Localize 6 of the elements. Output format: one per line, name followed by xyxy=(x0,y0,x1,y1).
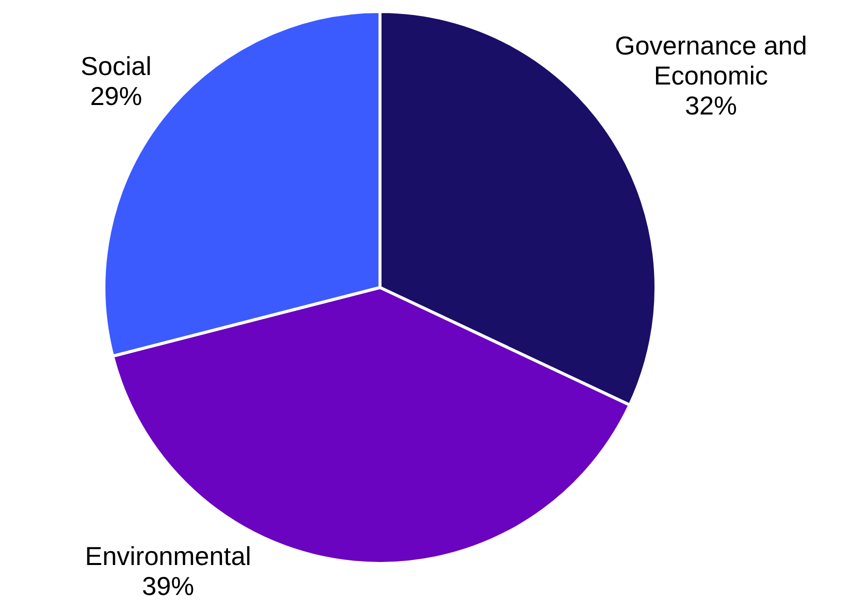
data-label: 39% xyxy=(142,571,194,602)
data-label: 32% xyxy=(684,90,737,121)
slice-label: Governance and Economic xyxy=(614,30,808,91)
data-label: 29% xyxy=(90,80,142,111)
slice-label: Social xyxy=(80,50,152,81)
slice-label: Environmental xyxy=(84,541,252,572)
